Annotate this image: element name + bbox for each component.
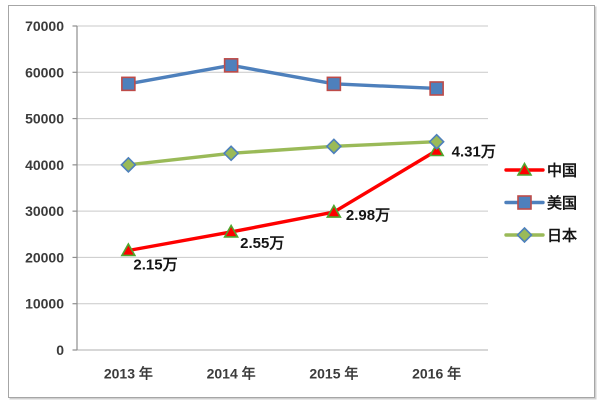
point-label-china: 2.98万 (346, 207, 390, 224)
marker-square-usa (326, 76, 342, 92)
chart-frame (8, 5, 595, 398)
y-axis-label: 50000 (25, 111, 64, 127)
marker-triangle-legend-china (516, 161, 533, 176)
marker-triangle-china (223, 223, 239, 238)
marker-diamond-japan (325, 138, 343, 155)
y-axis-label: 0 (56, 342, 64, 358)
legend-label-china: 中国 (547, 162, 577, 180)
point-label-china: 4.31万 (452, 144, 496, 161)
legend-label-usa: 美国 (547, 194, 577, 212)
marker-diamond-japan (120, 156, 137, 173)
y-axis-label: 60000 (25, 64, 64, 80)
marker-triangle-china (326, 203, 342, 218)
x-axis-label: 2014 年 (207, 366, 256, 382)
series-line-usa (126, 63, 439, 91)
y-axis-label: 20000 (25, 249, 64, 265)
x-axis-label: 2013 年 (104, 366, 153, 382)
y-axis-label: 30000 (25, 203, 64, 219)
marker-diamond-legend-japan (516, 226, 533, 244)
y-axis-label: 70000 (25, 18, 64, 34)
marker-square-legend-usa (517, 195, 532, 210)
point-label-china: 2.55万 (240, 235, 284, 252)
x-axis-label: 2016 年 (412, 366, 461, 382)
marker-triangle-china (120, 242, 137, 257)
marker-square-usa (121, 76, 136, 92)
series-line-japan (126, 140, 439, 167)
point-label-china: 2.15万 (133, 256, 177, 273)
legend-label-japan: 日本 (547, 227, 577, 245)
marker-square-usa (429, 81, 444, 96)
x-axis-label: 2015 年 (309, 366, 358, 382)
marker-square-usa (223, 58, 239, 73)
y-axis-label: 40000 (25, 157, 64, 173)
y-axis-label: 10000 (25, 296, 64, 312)
marker-diamond-japan (222, 145, 240, 162)
marker-diamond-japan (428, 133, 445, 150)
series-line-china (126, 148, 439, 253)
